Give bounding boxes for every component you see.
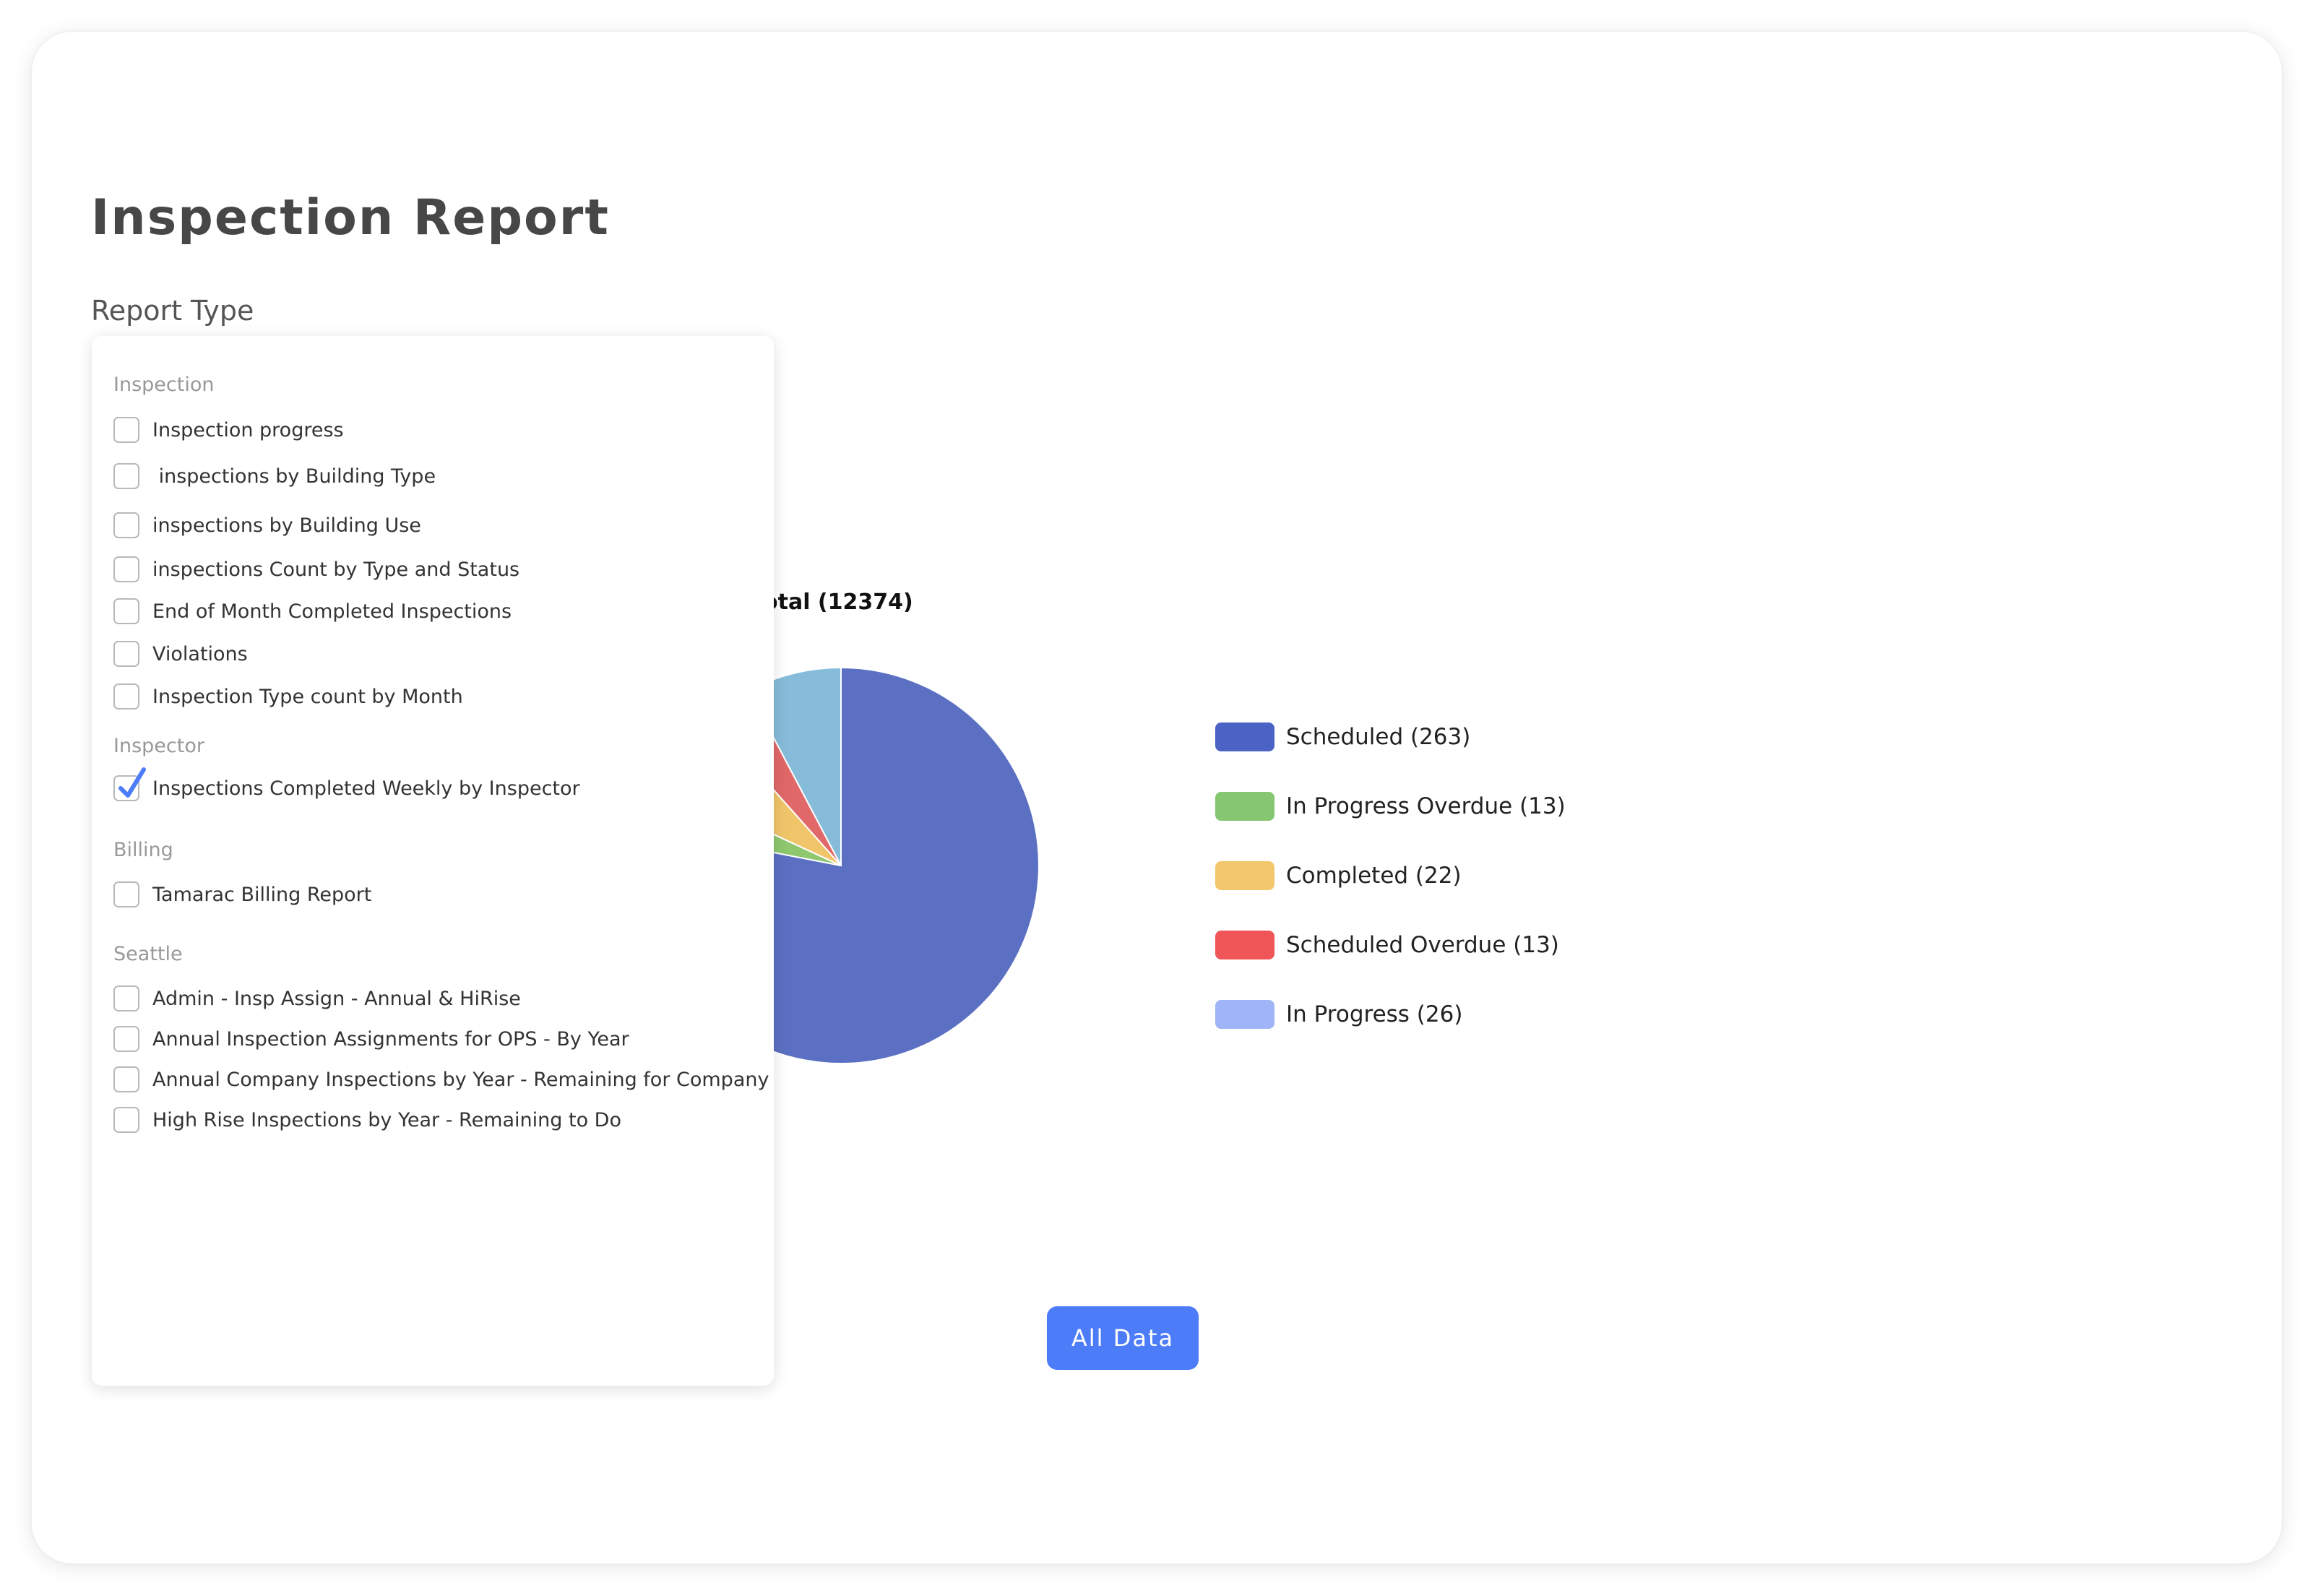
legend-swatch: [1215, 861, 1274, 890]
chart-title: otal (12374): [763, 590, 913, 615]
legend-item: Scheduled (263): [1215, 702, 1566, 772]
option-label: Annual Company Inspections by Year - Rem…: [152, 1068, 769, 1091]
checkmark-icon: [118, 767, 146, 798]
option-label: Tamarac Billing Report: [152, 883, 372, 906]
option-label: Admin - Insp Assign - Annual & HiRise: [152, 987, 521, 1010]
report-option[interactable]: inspections by Building Type: [113, 463, 436, 489]
legend-label: Scheduled Overdue (13): [1286, 932, 1559, 958]
report-option[interactable]: Annual Company Inspections by Year - Rem…: [113, 1066, 769, 1092]
legend-swatch: [1215, 722, 1274, 751]
legend-item: Completed (22): [1215, 841, 1566, 910]
checkbox[interactable]: [113, 641, 139, 667]
checkbox[interactable]: [113, 598, 139, 624]
group-header: Inspection: [113, 374, 215, 396]
legend-swatch: [1215, 792, 1274, 821]
checkbox[interactable]: [113, 1107, 139, 1133]
checkbox[interactable]: [113, 767, 146, 801]
checkbox[interactable]: [113, 881, 139, 907]
report-option[interactable]: High Rise Inspections by Year - Remainin…: [113, 1107, 621, 1133]
report-type-label: Report Type: [91, 295, 254, 327]
option-label: Inspections Completed Weekly by Inspecto…: [152, 777, 580, 800]
group-header: Inspector: [113, 735, 204, 757]
checkbox[interactable]: [113, 683, 139, 709]
checkbox[interactable]: [113, 512, 139, 538]
option-label: inspections Count by Type and Status: [152, 558, 520, 581]
report-option[interactable]: inspections by Building Use: [113, 512, 421, 538]
option-label: End of Month Completed Inspections: [152, 600, 512, 623]
report-option[interactable]: Inspections Completed Weekly by Inspecto…: [113, 767, 580, 801]
legend-item: In Progress (26): [1215, 980, 1566, 1049]
checkbox[interactable]: [113, 1066, 139, 1092]
group-header: Seattle: [113, 943, 183, 965]
report-option[interactable]: Inspection progress: [113, 417, 344, 443]
option-label: Annual Inspection Assignments for OPS - …: [152, 1027, 629, 1051]
report-option[interactable]: End of Month Completed Inspections: [113, 598, 512, 624]
checkbox[interactable]: [113, 1026, 139, 1052]
checkbox[interactable]: [113, 463, 139, 489]
option-label: Violations: [152, 642, 248, 665]
legend-item: Scheduled Overdue (13): [1215, 910, 1566, 980]
legend-label: Completed (22): [1286, 863, 1462, 889]
option-label: inspections by Building Type: [152, 465, 436, 488]
report-option[interactable]: Annual Inspection Assignments for OPS - …: [113, 1026, 629, 1052]
page-title: Inspection Report: [91, 189, 610, 246]
option-label: Inspection progress: [152, 418, 344, 441]
group-header: Billing: [113, 839, 173, 861]
legend-item: In Progress Overdue (13): [1215, 772, 1566, 841]
option-label: inspections by Building Use: [152, 514, 421, 537]
chart-legend: Scheduled (263) In Progress Overdue (13) C…: [1215, 702, 1566, 1049]
report-option[interactable]: Admin - Insp Assign - Annual & HiRise: [113, 985, 521, 1011]
legend-swatch: [1215, 1000, 1274, 1029]
report-option[interactable]: Violations: [113, 641, 248, 667]
report-option[interactable]: Inspection Type count by Month: [113, 683, 463, 709]
checkbox[interactable]: [113, 556, 139, 582]
option-label: Inspection Type count by Month: [152, 685, 463, 708]
legend-swatch: [1215, 931, 1274, 959]
report-option[interactable]: Tamarac Billing Report: [113, 881, 371, 907]
legend-label: In Progress Overdue (13): [1286, 793, 1566, 819]
checkbox[interactable]: [113, 985, 139, 1011]
all-data-button[interactable]: All Data: [1047, 1306, 1199, 1370]
legend-label: Scheduled (263): [1286, 724, 1471, 750]
option-label: High Rise Inspections by Year - Remainin…: [152, 1108, 621, 1131]
checkbox[interactable]: [113, 417, 139, 443]
legend-label: In Progress (26): [1286, 1001, 1463, 1027]
report-option[interactable]: inspections Count by Type and Status: [113, 556, 519, 582]
report-type-dropdown: Inspection Inspection progress inspection…: [92, 336, 774, 1386]
